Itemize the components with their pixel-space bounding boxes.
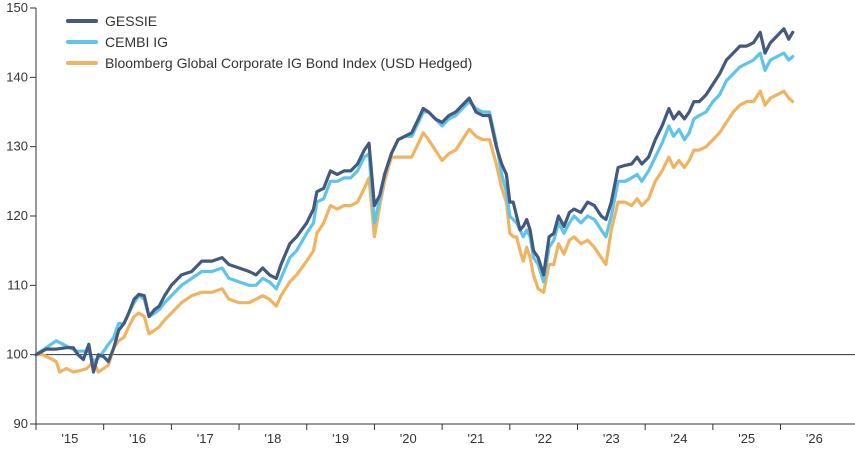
- y-tick-label: 120: [6, 208, 28, 223]
- series-line-1: [34, 51, 795, 364]
- x-tick-label: '17: [197, 431, 214, 446]
- x-tick-label: '15: [61, 431, 78, 446]
- legend-label-0: GESSIE: [105, 13, 157, 29]
- x-tick-label: '22: [535, 431, 552, 446]
- x-tick-label: '25: [738, 431, 755, 446]
- y-tick-label: 100: [6, 347, 28, 362]
- x-tick-label: '20: [400, 431, 417, 446]
- y-tick-label: 140: [6, 69, 28, 84]
- y-tick-label: 110: [7, 277, 28, 292]
- legend-label-2: Bloomberg Global Corporate IG Bond Index…: [105, 55, 472, 71]
- x-tick-label: '19: [332, 431, 349, 446]
- y-axis: 90 100 110 120 130 140 150: [6, 0, 37, 431]
- x-tick-label: '21: [467, 431, 484, 446]
- x-tick-label: '16: [129, 431, 146, 446]
- series-line-0: [34, 27, 795, 374]
- legend: GESSIE CEMBI IG Bloomberg Global Corporate…: [66, 13, 472, 71]
- series-lines: [34, 27, 795, 374]
- x-tick-label: '26: [806, 431, 823, 446]
- x-tick-label: '18: [264, 431, 281, 446]
- x-tick-label: '23: [603, 431, 620, 446]
- y-tick-label: 150: [6, 0, 28, 15]
- x-tick-label: '24: [671, 431, 688, 446]
- y-tick-label: 130: [6, 139, 28, 154]
- x-axis: '15 '16 '17 '18 '19 '20 '21 '22 '23 '24 '25 '26: [35, 354, 855, 446]
- y-tick-label: 90: [14, 416, 28, 431]
- legend-label-1: CEMBI IG: [105, 34, 168, 50]
- series-line-2: [34, 89, 795, 374]
